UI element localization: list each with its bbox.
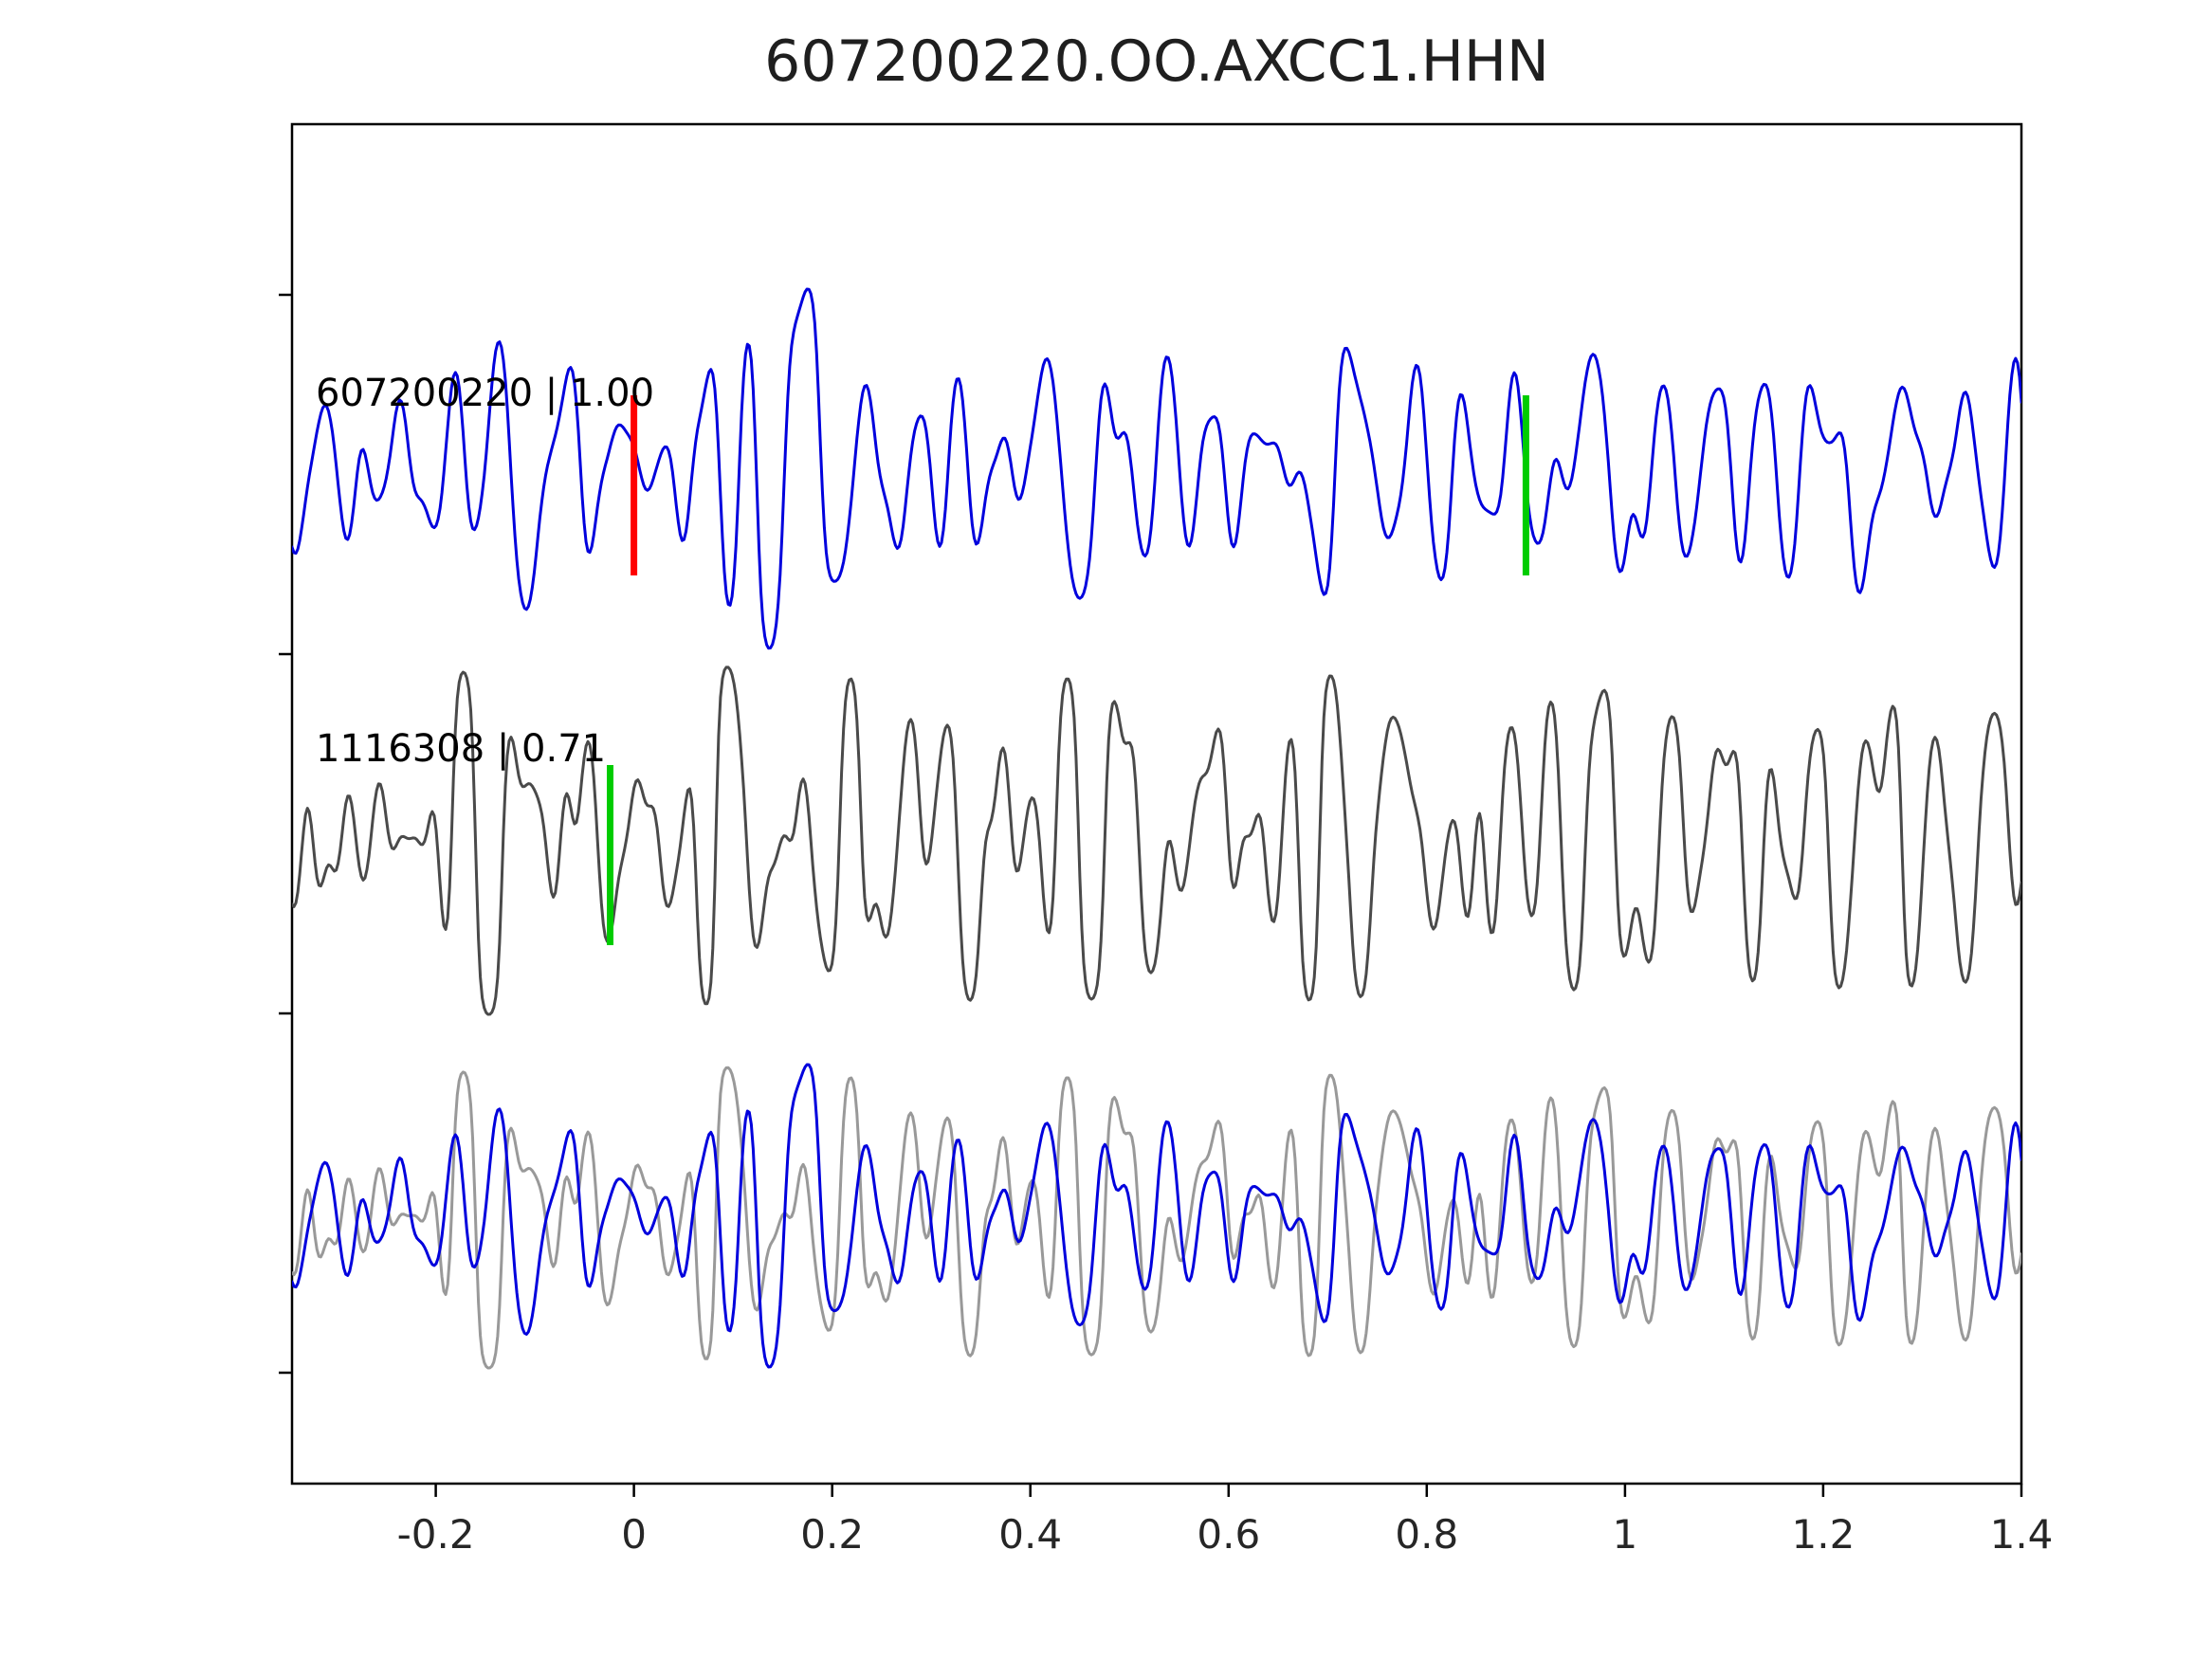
overlay-panel-template-trace [292, 1063, 2021, 1369]
detection-panel-detection-trace [292, 665, 2021, 1016]
x-axis-tick-label: 0.4 [998, 1511, 1062, 1558]
x-axis-tick-label: -0.2 [397, 1511, 475, 1558]
plot-title: 607200220.OO.AXCC1.HHN [764, 28, 1549, 95]
overlay-panel-detection-trace [292, 1066, 2021, 1370]
x-axis-tick-label: 1 [1613, 1511, 1638, 1558]
trace-group [292, 287, 2021, 1370]
template-trace-label: 607200220 | 1.00 [316, 372, 655, 415]
x-axis-tick-label: 0 [621, 1511, 647, 1558]
x-axis-tick-label: 0.2 [800, 1511, 864, 1558]
x-axis-tick-label: 0.8 [1395, 1511, 1458, 1558]
detection-trace-label: 1116308 | 0.71 [316, 727, 607, 771]
x-axis-tick-label: 1.4 [1990, 1511, 2054, 1558]
x-axis-tick-label: 1.2 [1792, 1511, 1856, 1558]
x-axis-tick-label: 0.6 [1197, 1511, 1260, 1558]
template-panel-template-trace [292, 287, 2021, 650]
axes-box [290, 122, 2023, 1486]
